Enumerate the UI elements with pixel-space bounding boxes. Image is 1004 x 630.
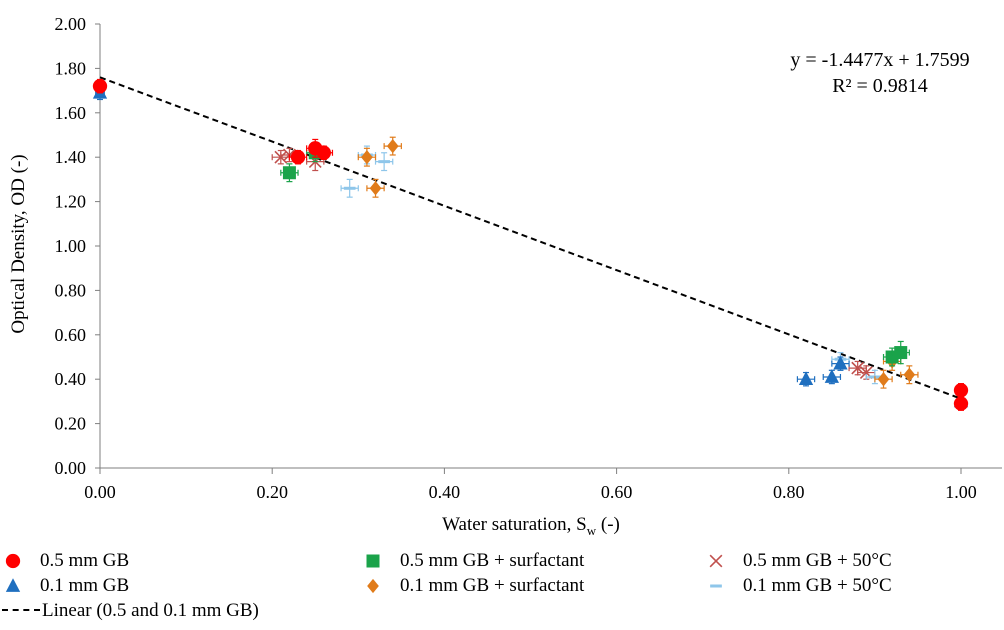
series-0-1-mm-gb-50-c bbox=[340, 145, 885, 385]
legend-marker bbox=[362, 576, 384, 596]
legend-label: 0.5 mm GB bbox=[40, 550, 130, 571]
x-axis-label-tail: (-) bbox=[596, 514, 620, 535]
trend-r-squared: R² = 0.9814 bbox=[832, 75, 928, 97]
data-point bbox=[874, 369, 893, 389]
data-point bbox=[891, 340, 910, 365]
legend-label: 0.1 mm GB bbox=[40, 575, 130, 596]
y-tick-label: 1.00 bbox=[55, 236, 87, 256]
legend-dashed-line bbox=[2, 609, 40, 613]
data-point bbox=[366, 178, 385, 198]
y-tick-label: 1.20 bbox=[55, 192, 87, 212]
data-point-marker bbox=[953, 383, 969, 398]
data-point-marker bbox=[282, 166, 296, 180]
legend-item-trendline: Linear (0.5 and 0.1 mm GB) bbox=[2, 600, 259, 622]
legend-marker-shape bbox=[367, 578, 379, 594]
legend-marker-shape bbox=[5, 553, 21, 569]
x-tick-label: 0.80 bbox=[773, 482, 805, 502]
data-point bbox=[900, 365, 919, 385]
data-point-marker bbox=[386, 138, 399, 154]
y-tick-label: 1.40 bbox=[55, 147, 87, 167]
legend-marker bbox=[2, 576, 24, 596]
data-point bbox=[953, 396, 969, 411]
y-tick-label: 0.80 bbox=[55, 280, 87, 300]
y-tick-label: 1.60 bbox=[55, 103, 87, 123]
data-point-marker bbox=[953, 396, 969, 411]
data-point-marker bbox=[92, 79, 108, 94]
x-tick-label: 0.60 bbox=[601, 482, 633, 502]
legend-marker bbox=[705, 551, 727, 571]
legend-label: Linear (0.5 and 0.1 mm GB) bbox=[42, 600, 259, 621]
legend-item: 0.5 mm GB + 50°C bbox=[705, 550, 892, 572]
y-tick-label: 0.00 bbox=[55, 458, 87, 478]
legend-label: 0.1 mm GB + surfactant bbox=[400, 575, 585, 596]
data-point-marker bbox=[378, 160, 390, 164]
data-point bbox=[796, 371, 816, 387]
data-point-marker bbox=[369, 181, 382, 196]
x-axis-label-main: Water saturation, S bbox=[442, 514, 587, 535]
data-point-marker bbox=[798, 371, 814, 386]
data-point-marker bbox=[877, 372, 890, 387]
axes: 0.00 0.20 0.40 0.60 0.80 1.00 1.20 1.40 1.60 1.80… bbox=[55, 14, 1002, 502]
data-point-marker bbox=[361, 150, 373, 165]
legend-marker bbox=[2, 551, 24, 571]
data-point bbox=[831, 355, 850, 371]
legend-label: 0.1 mm GB + 50°C bbox=[743, 575, 892, 596]
x-tick-label: 0.40 bbox=[429, 482, 461, 502]
data-point bbox=[374, 152, 394, 172]
legend-label: 0.5 mm GB + 50°C bbox=[743, 550, 892, 571]
data-point bbox=[340, 178, 359, 198]
data-points bbox=[92, 78, 969, 411]
data-point bbox=[357, 147, 377, 167]
legend-label: 0.5 mm GB + surfactant bbox=[400, 550, 585, 571]
data-point bbox=[383, 136, 402, 156]
data-point-marker bbox=[903, 367, 916, 382]
data-point bbox=[953, 383, 969, 398]
y-tick-label: 2.00 bbox=[55, 14, 87, 34]
data-point bbox=[92, 78, 108, 94]
data-point bbox=[822, 369, 842, 385]
legend-item: 0.5 mm GB + surfactant bbox=[362, 550, 584, 572]
data-point-marker bbox=[833, 355, 848, 370]
x-tick-label: 1.00 bbox=[945, 482, 977, 502]
y-tick-label: 1.80 bbox=[55, 58, 87, 78]
trendline bbox=[99, 76, 962, 400]
data-point-marker bbox=[316, 145, 332, 160]
legend-marker bbox=[705, 576, 727, 596]
legend-marker bbox=[362, 551, 384, 571]
trendline-path bbox=[99, 76, 962, 400]
legend: 0.5 mm GB 0.5 mm GB + surfactant 0.5 mm GB… bbox=[0, 548, 1004, 630]
x-tick-label: 0.00 bbox=[84, 482, 116, 502]
legend-marker-shape bbox=[709, 554, 723, 568]
series-0-5-mm-gb-surfactant bbox=[280, 143, 910, 367]
y-tick-label: 0.60 bbox=[55, 325, 87, 345]
legend-marker-shape bbox=[366, 554, 380, 568]
data-point bbox=[314, 145, 334, 161]
x-tick-label: 0.20 bbox=[256, 482, 288, 502]
series-0-5-mm-gb bbox=[92, 78, 969, 411]
data-point bbox=[288, 149, 308, 165]
data-point-marker bbox=[343, 186, 356, 190]
scatter-chart: 0.00 0.20 0.40 0.60 0.80 1.00 1.20 1.40 1.60 1.80… bbox=[8, 14, 1002, 538]
series-0-1-mm-gb-surfactant bbox=[357, 136, 919, 389]
y-tick-label: 0.40 bbox=[55, 369, 87, 389]
legend-item: 0.1 mm GB + 50°C bbox=[705, 575, 892, 597]
data-point-marker bbox=[894, 346, 908, 360]
y-axis-label: Optical Density, OD (-) bbox=[8, 154, 29, 333]
legend-marker-shape bbox=[710, 584, 722, 588]
y-tick-label: 0.20 bbox=[55, 414, 87, 434]
data-point-marker bbox=[824, 369, 839, 383]
trend-equation: y = -1.4477x + 1.7599 bbox=[790, 49, 969, 71]
legend-marker-shape bbox=[5, 578, 21, 592]
legend-item: 0.5 mm GB bbox=[2, 550, 129, 572]
legend-item: 0.1 mm GB + surfactant bbox=[362, 575, 584, 597]
x-axis-label-subscript: w bbox=[587, 523, 597, 538]
data-point bbox=[280, 163, 299, 183]
data-point-marker bbox=[290, 150, 306, 165]
series-0-5-mm-gb-50-c bbox=[271, 147, 876, 380]
legend-item: 0.1 mm GB bbox=[2, 575, 129, 597]
x-axis-label: Water saturation, Sw (-) bbox=[442, 514, 620, 538]
